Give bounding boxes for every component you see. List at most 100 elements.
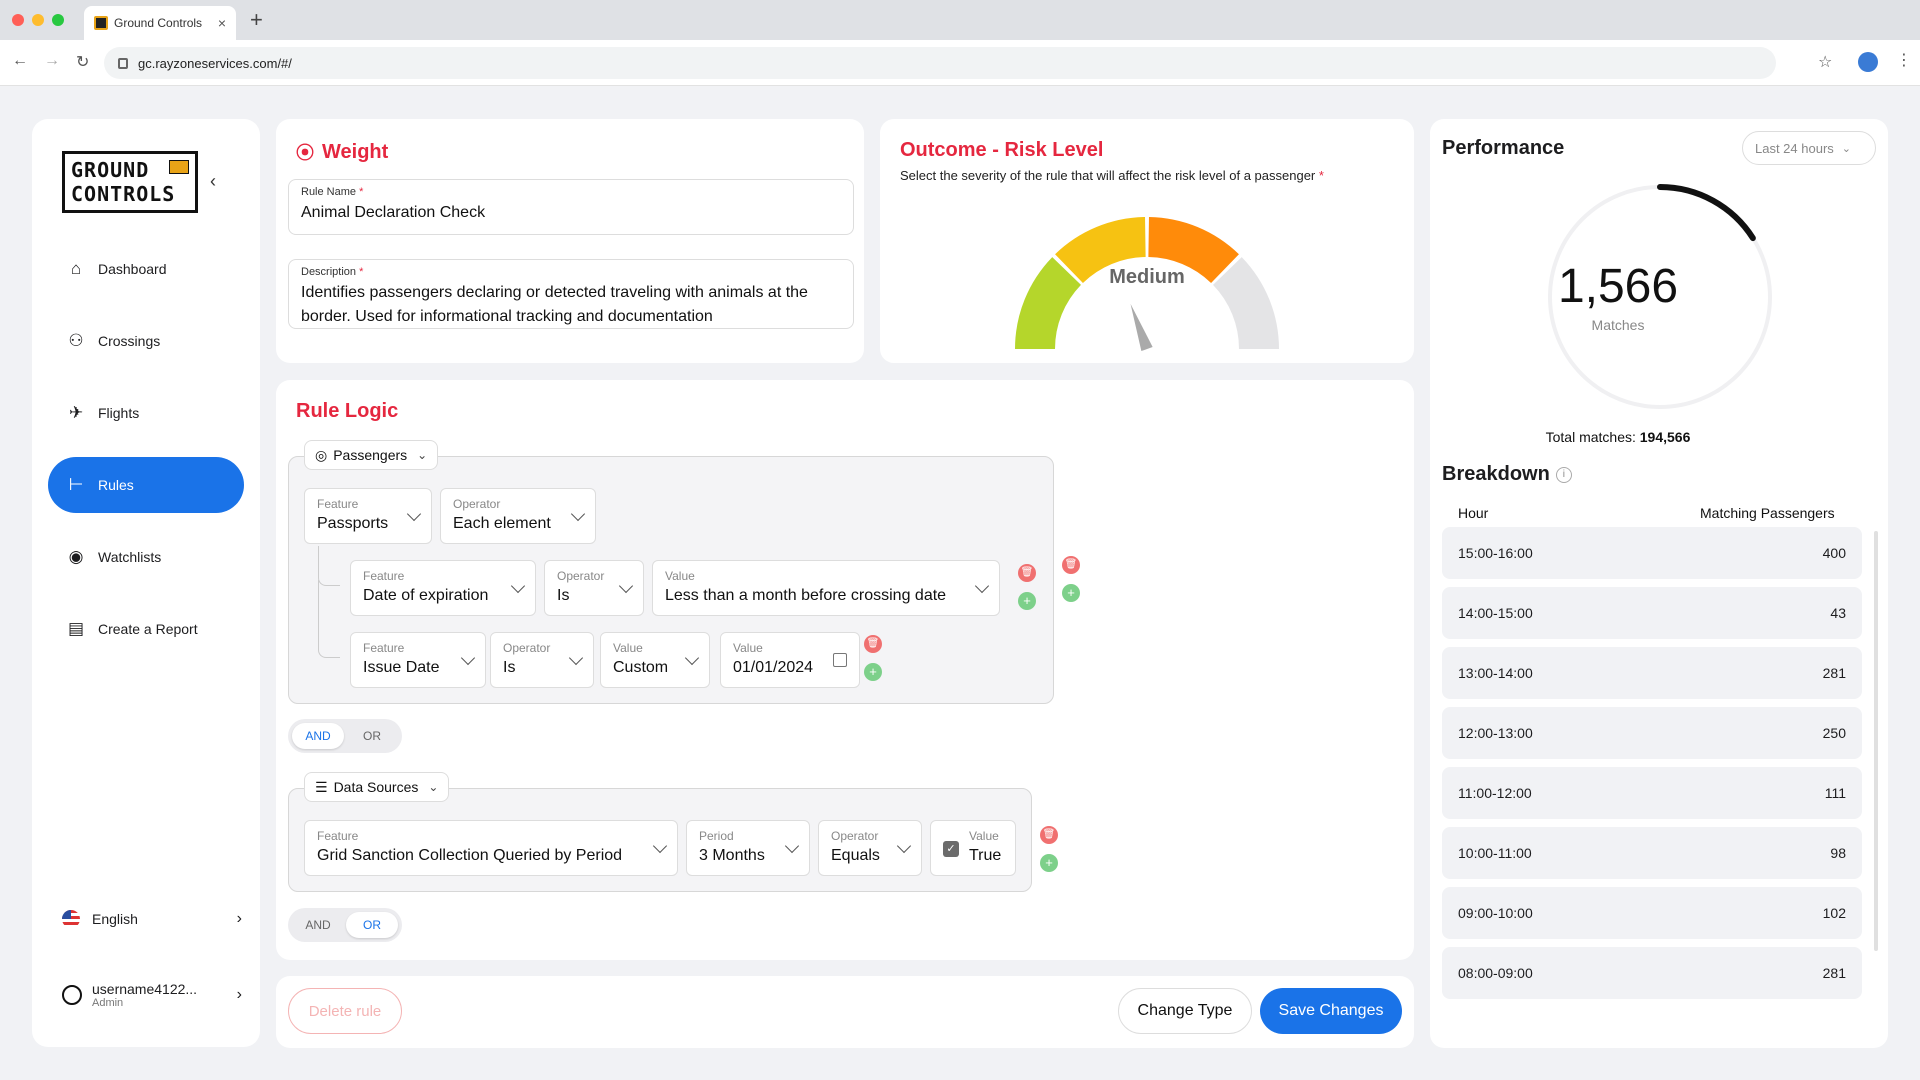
username: username4122... [92, 981, 198, 997]
condition-1-operator-select[interactable]: Operator Is [544, 560, 644, 616]
weight-card: ⦿ Weight Rule Name * Animal Declaration … [276, 119, 864, 363]
minimize-window-button[interactable] [32, 14, 44, 26]
browser-menu-icon[interactable]: ⋮ [1896, 52, 1912, 69]
chevron-down-icon: ⌄ [1841, 142, 1851, 155]
select-value: Equals [831, 847, 880, 864]
gauge-label: Medium [1109, 266, 1185, 288]
sidebar-item-label: Dashboard [98, 261, 167, 277]
user-menu[interactable]: username4122... Admin › [62, 981, 242, 1009]
data-sources-selector[interactable]: ☰ Data Sources ⌄ [304, 772, 450, 802]
sidebar-item-label: Watchlists [98, 549, 162, 565]
condition-2-feature-select[interactable]: Feature Issue Date [350, 632, 486, 688]
sidebar-item-dashboard[interactable]: ⌂ Dashboard [48, 241, 244, 297]
sidebar-item-watchlists[interactable]: ◉ Watchlists [48, 529, 244, 585]
tab-title: Ground Controls [114, 16, 203, 30]
delete-passengers-group-button[interactable]: 🗑 [1062, 556, 1080, 574]
passengers-operator-select[interactable]: Operator Each element [440, 488, 596, 544]
data-source-period-select[interactable]: Period 3 Months [686, 820, 810, 876]
condition-1-feature-select[interactable]: Feature Date of expiration [350, 560, 536, 616]
condition-2-date-input[interactable]: Value 01/01/2024 [720, 632, 860, 688]
passengers-feature-select[interactable]: Feature Passports [304, 488, 432, 544]
condition-2-operator-select[interactable]: Operator Is [490, 632, 594, 688]
row-value: 102 [1822, 905, 1846, 921]
delete-condition-2-button[interactable]: 🗑 [864, 635, 882, 653]
table-row: 15:00-16:00 400 [1442, 527, 1862, 579]
add-passengers-group-button[interactable]: + [1062, 584, 1080, 602]
database-icon: ☰ [315, 778, 328, 795]
condition-2-value-select[interactable]: Value Custom [600, 632, 710, 688]
sidebar-item-create-report[interactable]: ▤ Create a Report [48, 601, 244, 657]
maximize-window-button[interactable] [52, 14, 64, 26]
rule-name-field[interactable]: Rule Name * Animal Declaration Check [288, 179, 854, 235]
gauge-segment-medium-low [1055, 217, 1146, 283]
forward-icon[interactable]: → [44, 52, 60, 69]
column-header-hour: Hour [1458, 505, 1489, 521]
sidebar-item-crossings[interactable]: ⚇ Crossings [48, 313, 244, 369]
change-type-button[interactable]: Change Type [1118, 988, 1252, 1034]
row-value: 400 [1822, 545, 1846, 561]
and-or-toggle-2[interactable]: AND OR [288, 908, 402, 942]
save-changes-button[interactable]: Save Changes [1260, 988, 1402, 1034]
dumbbell-icon: ⦿ [296, 143, 314, 163]
data-source-value-checkbox[interactable]: ✓ Value True [930, 820, 1016, 876]
info-icon[interactable]: i [1555, 466, 1572, 483]
sidebar-item-rules[interactable]: ⊢ Rules [48, 457, 244, 513]
tab-close-icon[interactable]: × [217, 15, 226, 31]
select-value: Is [503, 659, 516, 676]
back-icon[interactable]: ← [12, 52, 28, 69]
select-label: Feature [317, 497, 359, 511]
language-selector[interactable]: English › [62, 910, 242, 928]
delete-condition-1-button[interactable]: 🗑 [1018, 564, 1036, 582]
risk-level-gauge[interactable]: Medium [1005, 199, 1289, 359]
description-field[interactable]: Description * Identifies passengers decl… [288, 259, 854, 329]
description-value: Identifies passengers declaring or detec… [301, 284, 808, 325]
select-value: 01/01/2024 [733, 659, 814, 676]
and-option[interactable]: AND [292, 723, 344, 749]
add-condition-after-2-button[interactable]: + [864, 663, 882, 681]
select-value: 3 Months [699, 847, 765, 864]
delete-data-source-button[interactable]: 🗑 [1040, 826, 1058, 844]
eye-icon: ◉ [68, 547, 84, 566]
profile-avatar-icon[interactable] [1858, 52, 1878, 72]
checkbox-checked-icon[interactable]: ✓ [943, 841, 959, 857]
sidebar-item-label: Rules [98, 477, 134, 493]
passengers-selector[interactable]: ◎ Passengers ⌄ [304, 440, 439, 470]
select-label: Value [665, 569, 695, 583]
breakdown-scrollbar[interactable] [1874, 531, 1878, 951]
new-tab-button[interactable]: + [250, 7, 263, 32]
rule-name-value: Animal Declaration Check [301, 204, 486, 221]
description-label: Description [301, 266, 357, 278]
add-data-source-button[interactable]: + [1040, 854, 1058, 872]
performance-panel: Performance Last 24 hours ⌄ 1,566 Matche… [1430, 119, 1888, 1048]
data-source-feature-select[interactable]: Feature Grid Sanction Collection Queried… [304, 820, 678, 876]
calendar-icon[interactable] [833, 653, 847, 667]
delete-rule-button[interactable]: Delete rule [288, 988, 402, 1034]
and-or-toggle-1[interactable]: AND OR [288, 719, 402, 753]
url-field[interactable]: gc.rayzoneservices.com/#/ [104, 47, 1776, 79]
reload-icon[interactable]: ↻ [76, 54, 90, 71]
condition-1-value-select[interactable]: Value Less than a month before crossing … [652, 560, 1000, 616]
add-condition-after-1-button[interactable]: + [1018, 592, 1036, 610]
rule-name-label: Rule Name [301, 186, 357, 198]
close-window-button[interactable] [12, 14, 24, 26]
data-source-operator-select[interactable]: Operator Equals [818, 820, 922, 876]
table-row: 12:00-13:00 250 [1442, 707, 1862, 759]
weight-title-text: Weight [322, 140, 389, 163]
table-row: 10:00-11:00 98 [1442, 827, 1862, 879]
and-option[interactable]: AND [305, 918, 331, 932]
browser-tab[interactable]: Ground Controls × [84, 6, 236, 40]
select-label: Value [733, 641, 763, 655]
collapse-sidebar-icon[interactable]: ‹ [210, 171, 216, 191]
logo-line-2: CONTROLS [71, 182, 176, 206]
or-option[interactable]: OR [346, 912, 398, 938]
sidebar-item-flights[interactable]: ✈ Flights [48, 385, 244, 441]
table-row: 08:00-09:00 281 [1442, 947, 1862, 999]
gauge-segment-high [1213, 257, 1279, 349]
row-value: 111 [1824, 785, 1846, 801]
gauge-segment-medium-high [1148, 217, 1239, 283]
or-option[interactable]: OR [363, 729, 381, 743]
bookmark-star-icon[interactable]: ☆ [1818, 54, 1833, 71]
user-role: Admin [92, 997, 124, 1009]
time-range-select[interactable]: Last 24 hours ⌄ [1742, 131, 1876, 165]
outcome-subtitle: Select the severity of the rule that wil… [900, 168, 1324, 183]
